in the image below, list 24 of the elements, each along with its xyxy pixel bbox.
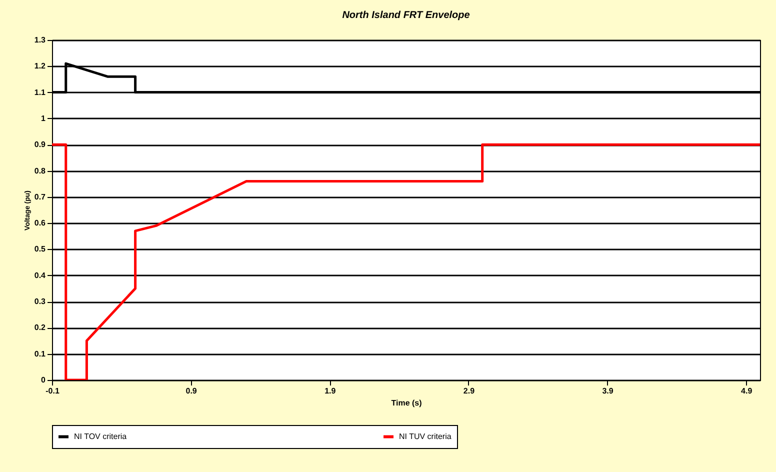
x-tick-label: 1.9 — [324, 386, 336, 396]
x-tick-label: 2.9 — [463, 386, 476, 396]
x-tick-label: 4.9 — [741, 386, 753, 396]
y-tick-label: 1.1 — [34, 88, 46, 97]
y-tick-label: 0.9 — [34, 140, 46, 150]
y-tick-label: 0.7 — [34, 192, 46, 202]
legend-label: NI TUV criteria — [399, 432, 452, 441]
y-tick-label: 0.2 — [34, 323, 46, 332]
y-tick-label: 1.3 — [34, 36, 46, 44]
y-tick-label: 1 — [41, 114, 46, 123]
y-tick-label: 0 — [41, 376, 46, 384]
x-tick-label: -0.1 — [46, 386, 60, 396]
y-tick-label: 0.8 — [34, 166, 46, 176]
y-tick-label: 0.3 — [34, 297, 46, 306]
chart-title: North Island FRT Envelope — [342, 10, 470, 21]
x-tick-label: 0.9 — [186, 386, 198, 396]
y-tick-label: 1.2 — [34, 62, 46, 71]
x-axis-title: Time (s) — [391, 398, 422, 408]
y-tick-label: 0.5 — [34, 244, 46, 254]
y-tick-label: 0.6 — [34, 218, 46, 228]
y-tick-label: 0.4 — [34, 270, 46, 280]
x-tick-label: 3.9 — [602, 386, 614, 396]
legend-label: NI TOV criteria — [74, 432, 128, 441]
y-tick-label: 0.1 — [34, 349, 46, 358]
